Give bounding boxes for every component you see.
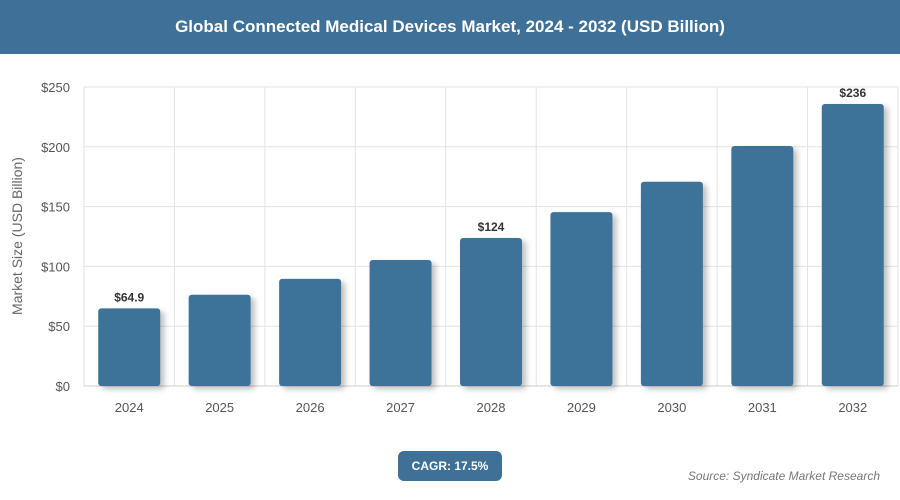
y-axis-label: Market Size (USD Billion): [9, 157, 25, 315]
bar: [821, 103, 884, 386]
data-label: $124: [478, 220, 505, 234]
bar: [369, 260, 432, 386]
chart-title: Global Connected Medical Devices Market,…: [0, 0, 900, 54]
bar: [731, 145, 794, 386]
source-note: Source: Syndicate Market Research: [687, 469, 880, 483]
x-tick-label: 2028: [477, 400, 506, 415]
bar: [98, 308, 161, 386]
bar: [460, 238, 522, 386]
x-tick-label: 2027: [386, 400, 415, 415]
data-label: $64.9: [114, 290, 144, 304]
cagr-badge: CAGR: 17.5%: [398, 451, 502, 481]
x-tick-label: 2030: [657, 400, 686, 415]
bar: [188, 294, 251, 386]
x-tick-label: 2031: [748, 400, 777, 415]
x-tick-label: 2026: [296, 400, 325, 415]
y-tick-label: $150: [41, 200, 70, 215]
bar: [279, 278, 342, 386]
y-tick-label: $250: [41, 80, 70, 95]
y-tick-label: $0: [56, 379, 70, 394]
x-tick-label: 2029: [567, 400, 596, 415]
data-label: $236: [839, 86, 866, 100]
y-tick-label: $100: [41, 259, 70, 274]
bar: [640, 181, 703, 386]
x-tick-label: 2025: [205, 400, 234, 415]
y-tick-label: $200: [41, 140, 70, 155]
y-tick-label: $50: [48, 319, 70, 334]
x-tick-label: 2032: [838, 400, 867, 415]
bar: [550, 212, 613, 386]
x-tick-label: 2024: [115, 400, 144, 415]
